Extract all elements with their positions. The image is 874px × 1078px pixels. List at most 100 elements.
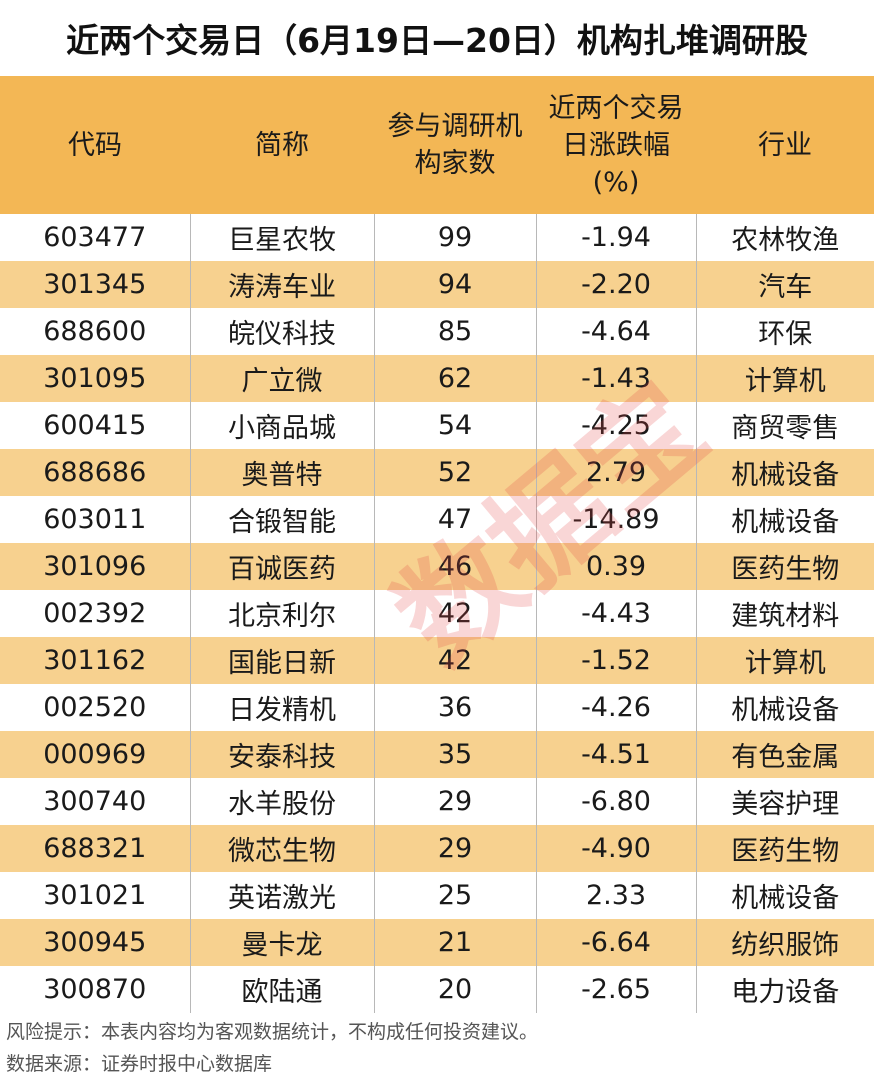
table-row: 603477 巨星农牧 99 -1.94 农林牧渔 (0, 214, 874, 261)
table-row: 600415 小商品城 54 -4.25 商贸零售 (0, 402, 874, 449)
table-row: 300870 欧陆通 20 -2.65 电力设备 (0, 966, 874, 1013)
cell-institution-count: 25 (374, 872, 537, 919)
cell-change-pct: -6.80 (536, 778, 697, 825)
cell-change-pct: -4.26 (536, 684, 697, 731)
table-row: 300945 曼卡龙 21 -6.64 纺织服饰 (0, 919, 874, 966)
cell-industry: 汽车 (696, 261, 874, 308)
cell-industry: 机械设备 (696, 684, 874, 731)
cell-institution-count: 52 (374, 449, 537, 496)
cell-institution-count: 42 (374, 590, 537, 637)
cell-change-pct: -4.43 (536, 590, 697, 637)
cell-name: 安泰科技 (190, 731, 375, 778)
cell-institution-count: 85 (374, 308, 537, 355)
cell-name: 巨星农牧 (190, 214, 375, 261)
cell-name: 涛涛车业 (190, 261, 375, 308)
table-row: 301096 百诚医药 46 0.39 医药生物 (0, 543, 874, 590)
cell-institution-count: 47 (374, 496, 537, 543)
cell-institution-count: 35 (374, 731, 537, 778)
cell-industry: 电力设备 (696, 966, 874, 1013)
cell-name: 广立微 (190, 355, 375, 402)
data-source: 数据来源：证券时报中心数据库 (6, 1053, 273, 1075)
cell-institution-count: 46 (374, 543, 537, 590)
cell-code: 000969 (0, 731, 191, 778)
header-change-pct-line: 日涨跌幅 (562, 129, 670, 161)
header-name: 简称 (190, 76, 374, 214)
cell-code: 603011 (0, 496, 191, 543)
cell-change-pct: -4.90 (536, 825, 697, 872)
cell-change-pct: -1.94 (536, 214, 697, 261)
cell-code: 688600 (0, 308, 191, 355)
cell-change-pct: -2.65 (536, 966, 697, 1013)
cell-name: 欧陆通 (190, 966, 375, 1013)
cell-name: 合锻智能 (190, 496, 375, 543)
cell-change-pct: -6.64 (536, 919, 697, 966)
cell-institution-count: 99 (374, 214, 537, 261)
cell-name: 英诺激光 (190, 872, 375, 919)
cell-change-pct: -14.89 (536, 496, 697, 543)
cell-name: 小商品城 (190, 402, 375, 449)
table-row: 688600 皖仪科技 85 -4.64 环保 (0, 308, 874, 355)
table-row: 301021 英诺激光 25 2.33 机械设备 (0, 872, 874, 919)
cell-code: 688321 (0, 825, 191, 872)
header-institution-count-line: 参与调研机 (387, 111, 523, 142)
cell-industry: 机械设备 (696, 496, 874, 543)
cell-code: 002392 (0, 590, 191, 637)
table-body: 603477 巨星农牧 99 -1.94 农林牧渔 301345 涛涛车业 94 -2.20 汽车… (0, 214, 874, 1013)
cell-industry: 医药生物 (696, 543, 874, 590)
table-header-row: 代码 简称 参与调研机 构家数 近两个交易 日涨跌幅 (%) 行业 (0, 76, 874, 214)
cell-name: 皖仪科技 (190, 308, 375, 355)
cell-industry: 计算机 (696, 637, 874, 684)
header-industry: 行业 (696, 76, 874, 214)
table-row: 300740 水羊股份 29 -6.80 美容护理 (0, 778, 874, 825)
cell-change-pct: -2.20 (536, 261, 697, 308)
cell-institution-count: 21 (374, 919, 537, 966)
cell-name: 北京利尔 (190, 590, 375, 637)
cell-institution-count: 36 (374, 684, 537, 731)
cell-change-pct: -1.52 (536, 637, 697, 684)
cell-code: 002520 (0, 684, 191, 731)
page-title: 近两个交易日（6月19日—20日）机构扎堆调研股 (66, 21, 808, 60)
cell-code: 603477 (0, 214, 191, 261)
header-institution-count-line: 构家数 (414, 148, 496, 179)
stock-table: 代码 简称 参与调研机 构家数 近两个交易 日涨跌幅 (%) 行业 603477… (0, 76, 874, 1013)
cell-code: 300945 (0, 919, 191, 966)
header-change-pct-line: (%) (592, 166, 640, 198)
cell-industry: 机械设备 (696, 449, 874, 496)
table-row: 688321 微芯生物 29 -4.90 医药生物 (0, 825, 874, 872)
cell-institution-count: 94 (374, 261, 537, 308)
cell-name: 微芯生物 (190, 825, 375, 872)
cell-change-pct: -4.51 (536, 731, 697, 778)
header-institution-count: 参与调研机 构家数 (374, 76, 536, 214)
cell-code: 301162 (0, 637, 191, 684)
cell-change-pct: 2.33 (536, 872, 697, 919)
table-row: 301095 广立微 62 -1.43 计算机 (0, 355, 874, 402)
header-code: 代码 (0, 76, 190, 214)
cell-change-pct: 0.39 (536, 543, 697, 590)
cell-name: 水羊股份 (190, 778, 375, 825)
cell-industry: 有色金属 (696, 731, 874, 778)
cell-institution-count: 42 (374, 637, 537, 684)
cell-code: 300870 (0, 966, 191, 1013)
cell-change-pct: 2.79 (536, 449, 697, 496)
cell-code: 301095 (0, 355, 191, 402)
cell-change-pct: -4.25 (536, 402, 697, 449)
cell-code: 300740 (0, 778, 191, 825)
table-row: 688686 奥普特 52 2.79 机械设备 (0, 449, 874, 496)
cell-name: 日发精机 (190, 684, 375, 731)
cell-code: 301345 (0, 261, 191, 308)
cell-institution-count: 62 (374, 355, 537, 402)
table-row: 002392 北京利尔 42 -4.43 建筑材料 (0, 590, 874, 637)
cell-industry: 计算机 (696, 355, 874, 402)
cell-change-pct: -4.64 (536, 308, 697, 355)
cell-name: 百诚医药 (190, 543, 375, 590)
cell-institution-count: 20 (374, 966, 537, 1013)
cell-institution-count: 29 (374, 825, 537, 872)
cell-industry: 建筑材料 (696, 590, 874, 637)
cell-industry: 机械设备 (696, 872, 874, 919)
table-row: 301345 涛涛车业 94 -2.20 汽车 (0, 261, 874, 308)
cell-change-pct: -1.43 (536, 355, 697, 402)
cell-industry: 医药生物 (696, 825, 874, 872)
cell-industry: 农林牧渔 (696, 214, 874, 261)
cell-code: 301096 (0, 543, 191, 590)
table-row: 002520 日发精机 36 -4.26 机械设备 (0, 684, 874, 731)
